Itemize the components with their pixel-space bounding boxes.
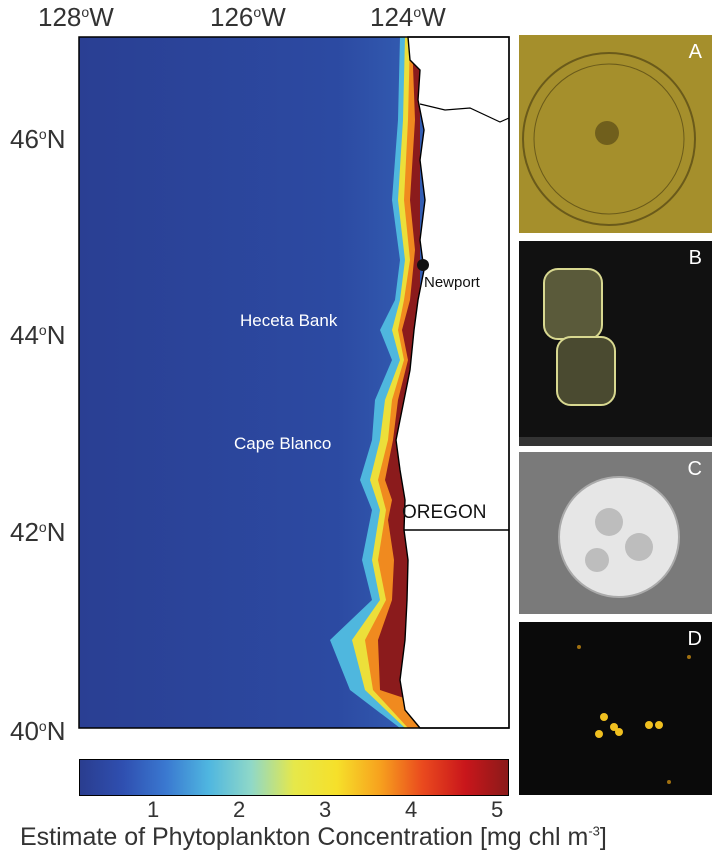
deg-sup: o: [81, 4, 90, 20]
colorbar-title-end: ]: [599, 823, 607, 851]
colorbar-title-main: Estimate of Phytoplankton Concentration …: [20, 823, 589, 851]
map-frame: [78, 36, 510, 729]
lon-label-126: 126oW: [210, 2, 286, 33]
chain-diatom-image: [519, 268, 712, 446]
diatom-disc-image: [522, 52, 696, 226]
lat-label-44: 44oN: [10, 320, 66, 351]
panel-d-fluorescence: D: [519, 622, 712, 795]
colorbar-tick-4: 4: [405, 797, 418, 822]
lon-deg: 128: [38, 2, 82, 32]
colorbar-tick-3: 3: [319, 797, 332, 822]
panel-a-diatom: A: [519, 35, 712, 233]
colorbar: [79, 759, 509, 796]
lat-dir: N: [46, 517, 66, 547]
lon-deg: 126: [210, 2, 254, 32]
colorbar-tick-5: 5: [491, 797, 504, 822]
deg-sup: o: [38, 126, 47, 142]
lon-dir: W: [261, 2, 286, 32]
deg-sup: o: [38, 519, 47, 535]
deg-sup: o: [38, 322, 47, 338]
colorbar-title-sup: -3: [588, 823, 600, 839]
lon-dir: W: [89, 2, 114, 32]
lat-label-40: 40oN: [10, 716, 66, 747]
lat-deg: 40: [10, 716, 39, 746]
newport-marker: [417, 259, 429, 271]
lat-deg: 42: [10, 517, 39, 547]
colorbar-title: Estimate of Phytoplankton Concentration …: [20, 823, 607, 852]
deg-sup: o: [253, 4, 262, 20]
panel-b-chain-diatom: B: [519, 241, 712, 446]
panel-letter-c: C: [687, 458, 702, 480]
panel-c-coccolithophore: C: [519, 452, 712, 614]
oregon-label: OREGON: [402, 502, 487, 523]
land-area: [395, 36, 510, 729]
coccolith-image: [558, 476, 680, 598]
deg-sup: o: [413, 4, 422, 20]
columbia-river-line: [419, 103, 510, 123]
fluorescent-cells-image: [577, 645, 691, 784]
lat-dir: N: [46, 124, 66, 154]
colorbar-tick-2: 2: [233, 797, 246, 822]
lat-label-42: 42oN: [10, 517, 66, 548]
lon-label-124: 124oW: [370, 2, 446, 33]
chlorophyll-map: [78, 36, 510, 729]
panel-letter-d: D: [687, 628, 702, 650]
lat-deg: 46: [10, 124, 39, 154]
newport-label: Newport: [424, 274, 480, 291]
lat-label-46: 46oN: [10, 124, 66, 155]
lat-dir: N: [46, 320, 66, 350]
lat-deg: 44: [10, 320, 39, 350]
cape-blanco-label: Cape Blanco: [234, 434, 332, 453]
lat-dir: N: [46, 716, 66, 746]
panel-letter-a: A: [688, 41, 702, 63]
lon-deg: 124: [370, 2, 414, 32]
colorbar-tick-1: 1: [147, 797, 160, 822]
lon-dir: W: [421, 2, 446, 32]
heceta-bank-label: Heceta Bank: [240, 311, 338, 330]
lon-label-128: 128oW: [38, 2, 114, 33]
panel-letter-b: B: [688, 247, 702, 269]
deg-sup: o: [38, 718, 47, 734]
